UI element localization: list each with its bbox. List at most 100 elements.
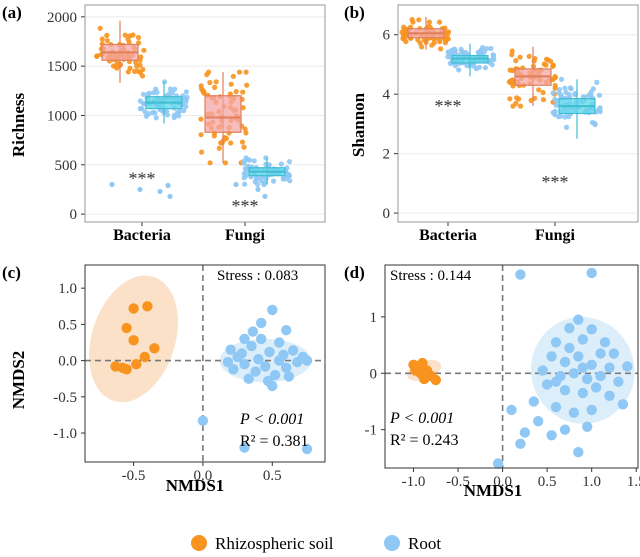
data-point: [546, 430, 557, 441]
data-point: [401, 24, 407, 30]
data-point: [550, 337, 562, 348]
data-point: [253, 354, 264, 365]
data-point: [225, 344, 236, 355]
data-point: [127, 65, 133, 71]
data-point: [133, 59, 139, 65]
x-tick-label: 0.0: [493, 474, 512, 490]
data-point: [419, 373, 430, 385]
data-point: [431, 40, 437, 46]
data-point: [135, 34, 142, 41]
data-point: [183, 104, 189, 110]
data-point: [138, 54, 144, 60]
data-point: [165, 182, 171, 189]
data-point: [104, 32, 110, 39]
data-point: [540, 89, 546, 96]
legend: Rhizospheric soil Root: [191, 534, 441, 553]
data-point: [281, 362, 292, 373]
data-point: [563, 124, 570, 130]
data-point: [491, 53, 497, 59]
legend-label-soil: Rhizospheric soil: [215, 534, 334, 553]
data-point: [243, 373, 254, 384]
data-point: [283, 371, 295, 382]
data-point: [589, 119, 596, 126]
panel-label-d: (d): [344, 263, 365, 282]
x-tick-label: Fungi: [535, 227, 576, 244]
data-point: [94, 53, 100, 60]
x-tick-label: -1.0: [402, 474, 426, 490]
r2-label: R² = 0.381: [240, 433, 309, 450]
panel-label-a: (a): [2, 3, 22, 22]
data-point: [507, 96, 513, 102]
data-point: [595, 348, 606, 359]
data-point: [216, 145, 222, 151]
data-point: [183, 89, 189, 95]
data-point: [122, 32, 128, 38]
legend-marker-soil: [191, 535, 207, 551]
data-point: [543, 62, 549, 68]
significance-label: ***: [232, 196, 259, 216]
data-point: [613, 376, 624, 387]
y-tick-label: 0.5: [58, 317, 77, 333]
data-point: [286, 159, 293, 165]
data-point: [582, 373, 593, 385]
x-tick-label: Fungi: [225, 227, 266, 244]
data-point: [263, 155, 269, 161]
x-axis-title-c: NMDS1: [166, 476, 225, 495]
data-point: [286, 171, 292, 178]
data-point: [258, 178, 264, 184]
panel-a-richness: 0 500 1000 1500 2000 Bacteria Fungi *** ***: [47, 4, 326, 244]
data-point: [269, 369, 281, 381]
data-point: [146, 111, 152, 117]
data-point: [572, 92, 578, 98]
data-point: [604, 362, 615, 373]
data-point: [573, 314, 584, 325]
x-tick-label: 1.0: [582, 474, 601, 490]
data-point: [301, 443, 313, 455]
data-point: [528, 396, 539, 407]
data-point: [604, 390, 615, 401]
data-point: [181, 108, 187, 114]
x-tick-label: 1.5: [627, 474, 640, 490]
data-point: [513, 100, 519, 106]
x-tick-label: -0.5: [446, 474, 470, 490]
stress-label: Stress : 0.083: [217, 268, 298, 284]
x-tick-label: Bacteria: [419, 227, 477, 244]
data-point: [162, 79, 168, 85]
data-point: [582, 421, 593, 432]
data-point: [241, 160, 247, 166]
data-point: [409, 17, 415, 23]
data-point: [553, 102, 559, 108]
data-point: [546, 351, 557, 362]
r2-label: R² = 0.243: [390, 432, 459, 449]
data-point: [256, 317, 267, 329]
data-point: [514, 95, 520, 101]
p-value-label: P < 0.001: [239, 411, 304, 428]
x-tick-label: 0.5: [538, 474, 557, 490]
data-point: [532, 56, 538, 62]
data-point: [436, 19, 443, 25]
y-axis-title-b: Shannon: [349, 92, 368, 157]
legend-label-root: Root: [408, 534, 441, 553]
data-point: [596, 106, 602, 112]
data-point: [292, 356, 303, 368]
data-point: [564, 342, 575, 354]
data-point: [199, 149, 205, 155]
data-point: [141, 47, 147, 53]
data-point: [109, 181, 115, 188]
y-tick-label: 2000: [47, 10, 77, 26]
panel-label-c: (c): [2, 263, 21, 282]
data-point: [213, 79, 219, 85]
data-point: [301, 355, 313, 366]
data-point: [509, 80, 515, 86]
data-point: [253, 176, 259, 182]
data-point: [137, 186, 143, 193]
data-point: [134, 63, 140, 69]
data-point: [281, 325, 292, 336]
panel-border: [384, 264, 639, 469]
data-point: [142, 301, 153, 312]
data-point: [476, 49, 482, 55]
panel-label-b: (b): [344, 3, 365, 22]
data-point: [153, 115, 159, 121]
data-point: [212, 84, 218, 90]
p-value-label: P < 0.001: [389, 410, 454, 427]
